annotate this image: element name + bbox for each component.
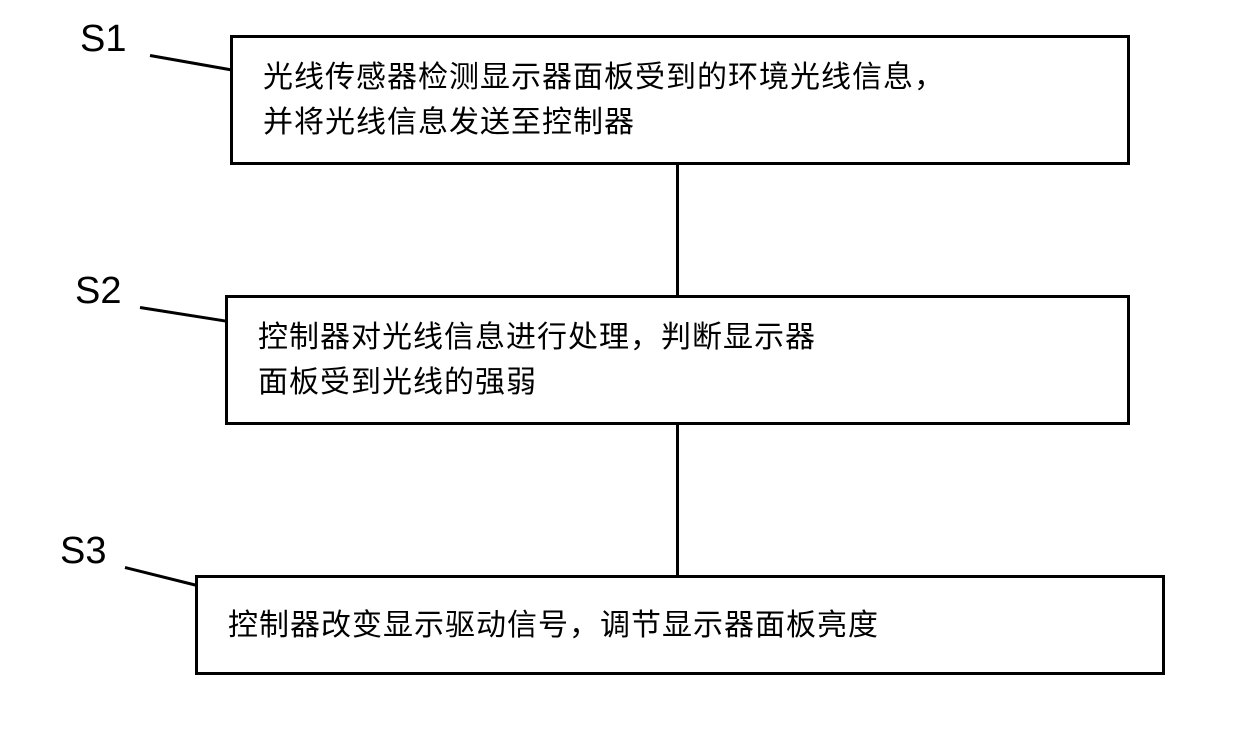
- label-line-s3: [125, 566, 201, 588]
- flow-text-s3-line1: 控制器改变显示驱动信号，调节显示器面板亮度: [228, 609, 879, 642]
- flow-text-s2: 控制器对光线信息进行处理，判断显示器 面板受到光线的强弱: [258, 315, 816, 405]
- flow-text-s1-line1: 光线传感器检测显示器面板受到的环境光线信息，: [263, 61, 945, 94]
- flow-text-s2-line1: 控制器对光线信息进行处理，判断显示器: [258, 321, 816, 354]
- flow-step-s2: 控制器对光线信息进行处理，判断显示器 面板受到光线的强弱: [225, 295, 1130, 425]
- flow-text-s1-line2: 并将光线信息发送至控制器: [263, 106, 635, 139]
- label-line-s2: [140, 306, 229, 323]
- step-label-s3: S3: [60, 530, 106, 573]
- flow-step-s3: 控制器改变显示驱动信号，调节显示器面板亮度: [195, 575, 1165, 675]
- flow-step-s1: 光线传感器检测显示器面板受到的环境光线信息， 并将光线信息发送至控制器: [230, 35, 1130, 165]
- step-label-s1: S1: [80, 18, 126, 61]
- connector-s2-s3: [676, 425, 679, 575]
- connector-s1-s2: [676, 165, 679, 295]
- flow-text-s3: 控制器改变显示驱动信号，调节显示器面板亮度: [228, 603, 879, 648]
- flow-text-s1: 光线传感器检测显示器面板受到的环境光线信息， 并将光线信息发送至控制器: [263, 55, 945, 145]
- flow-text-s2-line2: 面板受到光线的强弱: [258, 366, 537, 399]
- label-line-s1: [150, 54, 233, 72]
- step-label-s2: S2: [75, 270, 121, 313]
